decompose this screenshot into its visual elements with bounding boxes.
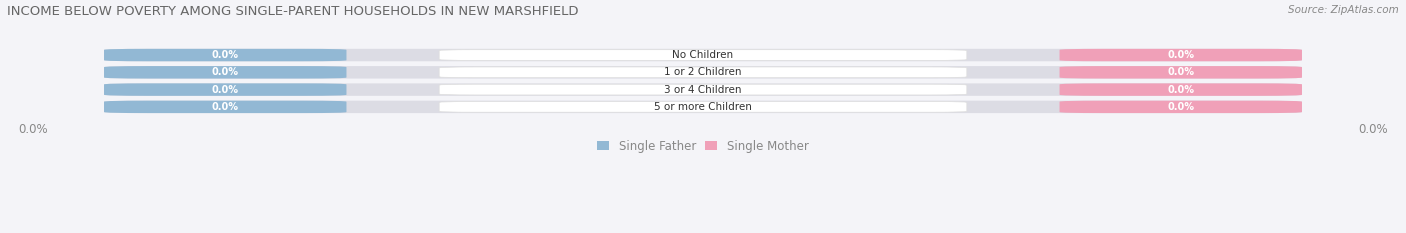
FancyBboxPatch shape (104, 101, 346, 113)
Text: 5 or more Children: 5 or more Children (654, 102, 752, 112)
FancyBboxPatch shape (104, 83, 346, 96)
Text: Source: ZipAtlas.com: Source: ZipAtlas.com (1288, 5, 1399, 15)
FancyBboxPatch shape (1060, 101, 1302, 113)
Text: 0.0%: 0.0% (212, 50, 239, 60)
FancyBboxPatch shape (1060, 49, 1302, 61)
Text: 0.0%: 0.0% (212, 102, 239, 112)
FancyBboxPatch shape (104, 83, 1302, 96)
FancyBboxPatch shape (104, 101, 1302, 113)
FancyBboxPatch shape (439, 67, 967, 78)
FancyBboxPatch shape (104, 49, 346, 61)
Text: 0.0%: 0.0% (1167, 67, 1194, 77)
Text: 1 or 2 Children: 1 or 2 Children (664, 67, 742, 77)
FancyBboxPatch shape (439, 102, 967, 112)
Text: No Children: No Children (672, 50, 734, 60)
Text: 3 or 4 Children: 3 or 4 Children (664, 85, 742, 95)
FancyBboxPatch shape (439, 84, 967, 95)
Text: 0.0%: 0.0% (1167, 85, 1194, 95)
FancyBboxPatch shape (104, 66, 1302, 79)
Text: 0.0%: 0.0% (1167, 102, 1194, 112)
Text: 0.0%: 0.0% (212, 85, 239, 95)
FancyBboxPatch shape (104, 66, 346, 79)
FancyBboxPatch shape (1060, 83, 1302, 96)
Text: 0.0%: 0.0% (212, 67, 239, 77)
FancyBboxPatch shape (1060, 66, 1302, 79)
FancyBboxPatch shape (104, 49, 1302, 61)
FancyBboxPatch shape (439, 50, 967, 60)
Text: INCOME BELOW POVERTY AMONG SINGLE-PARENT HOUSEHOLDS IN NEW MARSHFIELD: INCOME BELOW POVERTY AMONG SINGLE-PARENT… (7, 5, 578, 18)
Legend: Single Father, Single Mother: Single Father, Single Mother (598, 140, 808, 153)
Text: 0.0%: 0.0% (1167, 50, 1194, 60)
